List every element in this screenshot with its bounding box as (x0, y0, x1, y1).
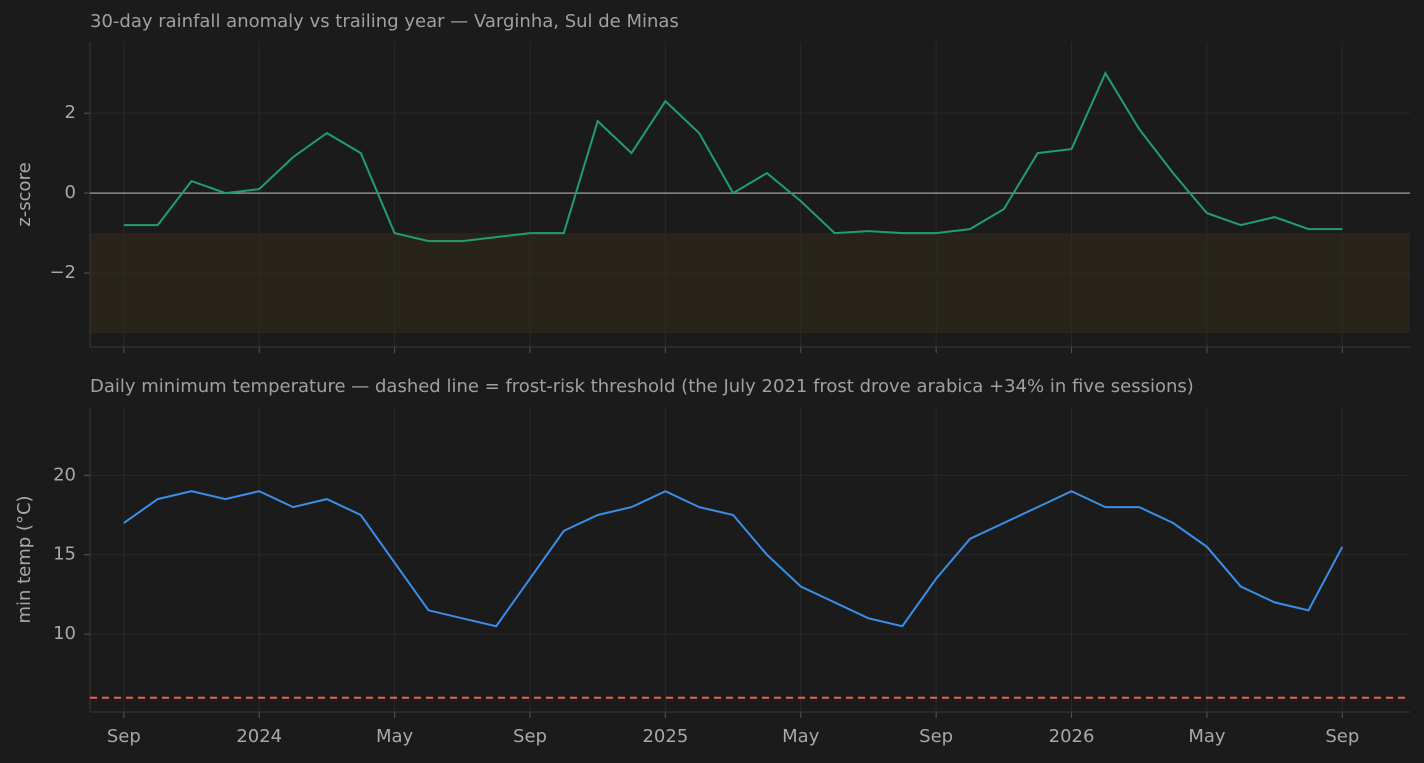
y-axis-label: min temp (°C) (14, 495, 35, 623)
x-tick-label: 2024 (236, 726, 282, 747)
y-tick-label: −2 (49, 262, 76, 283)
x-tick-label: Sep (1325, 726, 1359, 747)
data-line (123, 490, 1344, 628)
shaded-band (90, 233, 1410, 334)
y-tick-label: 10 (53, 623, 76, 644)
x-tick-label: Sep (107, 726, 141, 747)
data-line (123, 71, 1343, 243)
y-tick-label: 2 (65, 102, 76, 123)
y-tick-label: 15 (53, 544, 76, 565)
panel-title: Daily minimum temperature — dashed line … (90, 376, 1194, 397)
x-tick-label: 2026 (1049, 726, 1095, 747)
x-tick-label: 2025 (642, 726, 688, 747)
x-tick-label: May (782, 726, 820, 747)
y-tick-label: 20 (53, 464, 76, 485)
x-tick-label: May (1188, 726, 1226, 747)
x-tick-label: May (376, 726, 414, 747)
x-tick-label: Sep (919, 726, 953, 747)
y-tick-label: 0 (65, 182, 76, 203)
x-tick-label: Sep (513, 726, 547, 747)
panel-title: 30-day rainfall anomaly vs trailing year… (90, 11, 679, 32)
y-axis-label: z-score (14, 162, 35, 226)
